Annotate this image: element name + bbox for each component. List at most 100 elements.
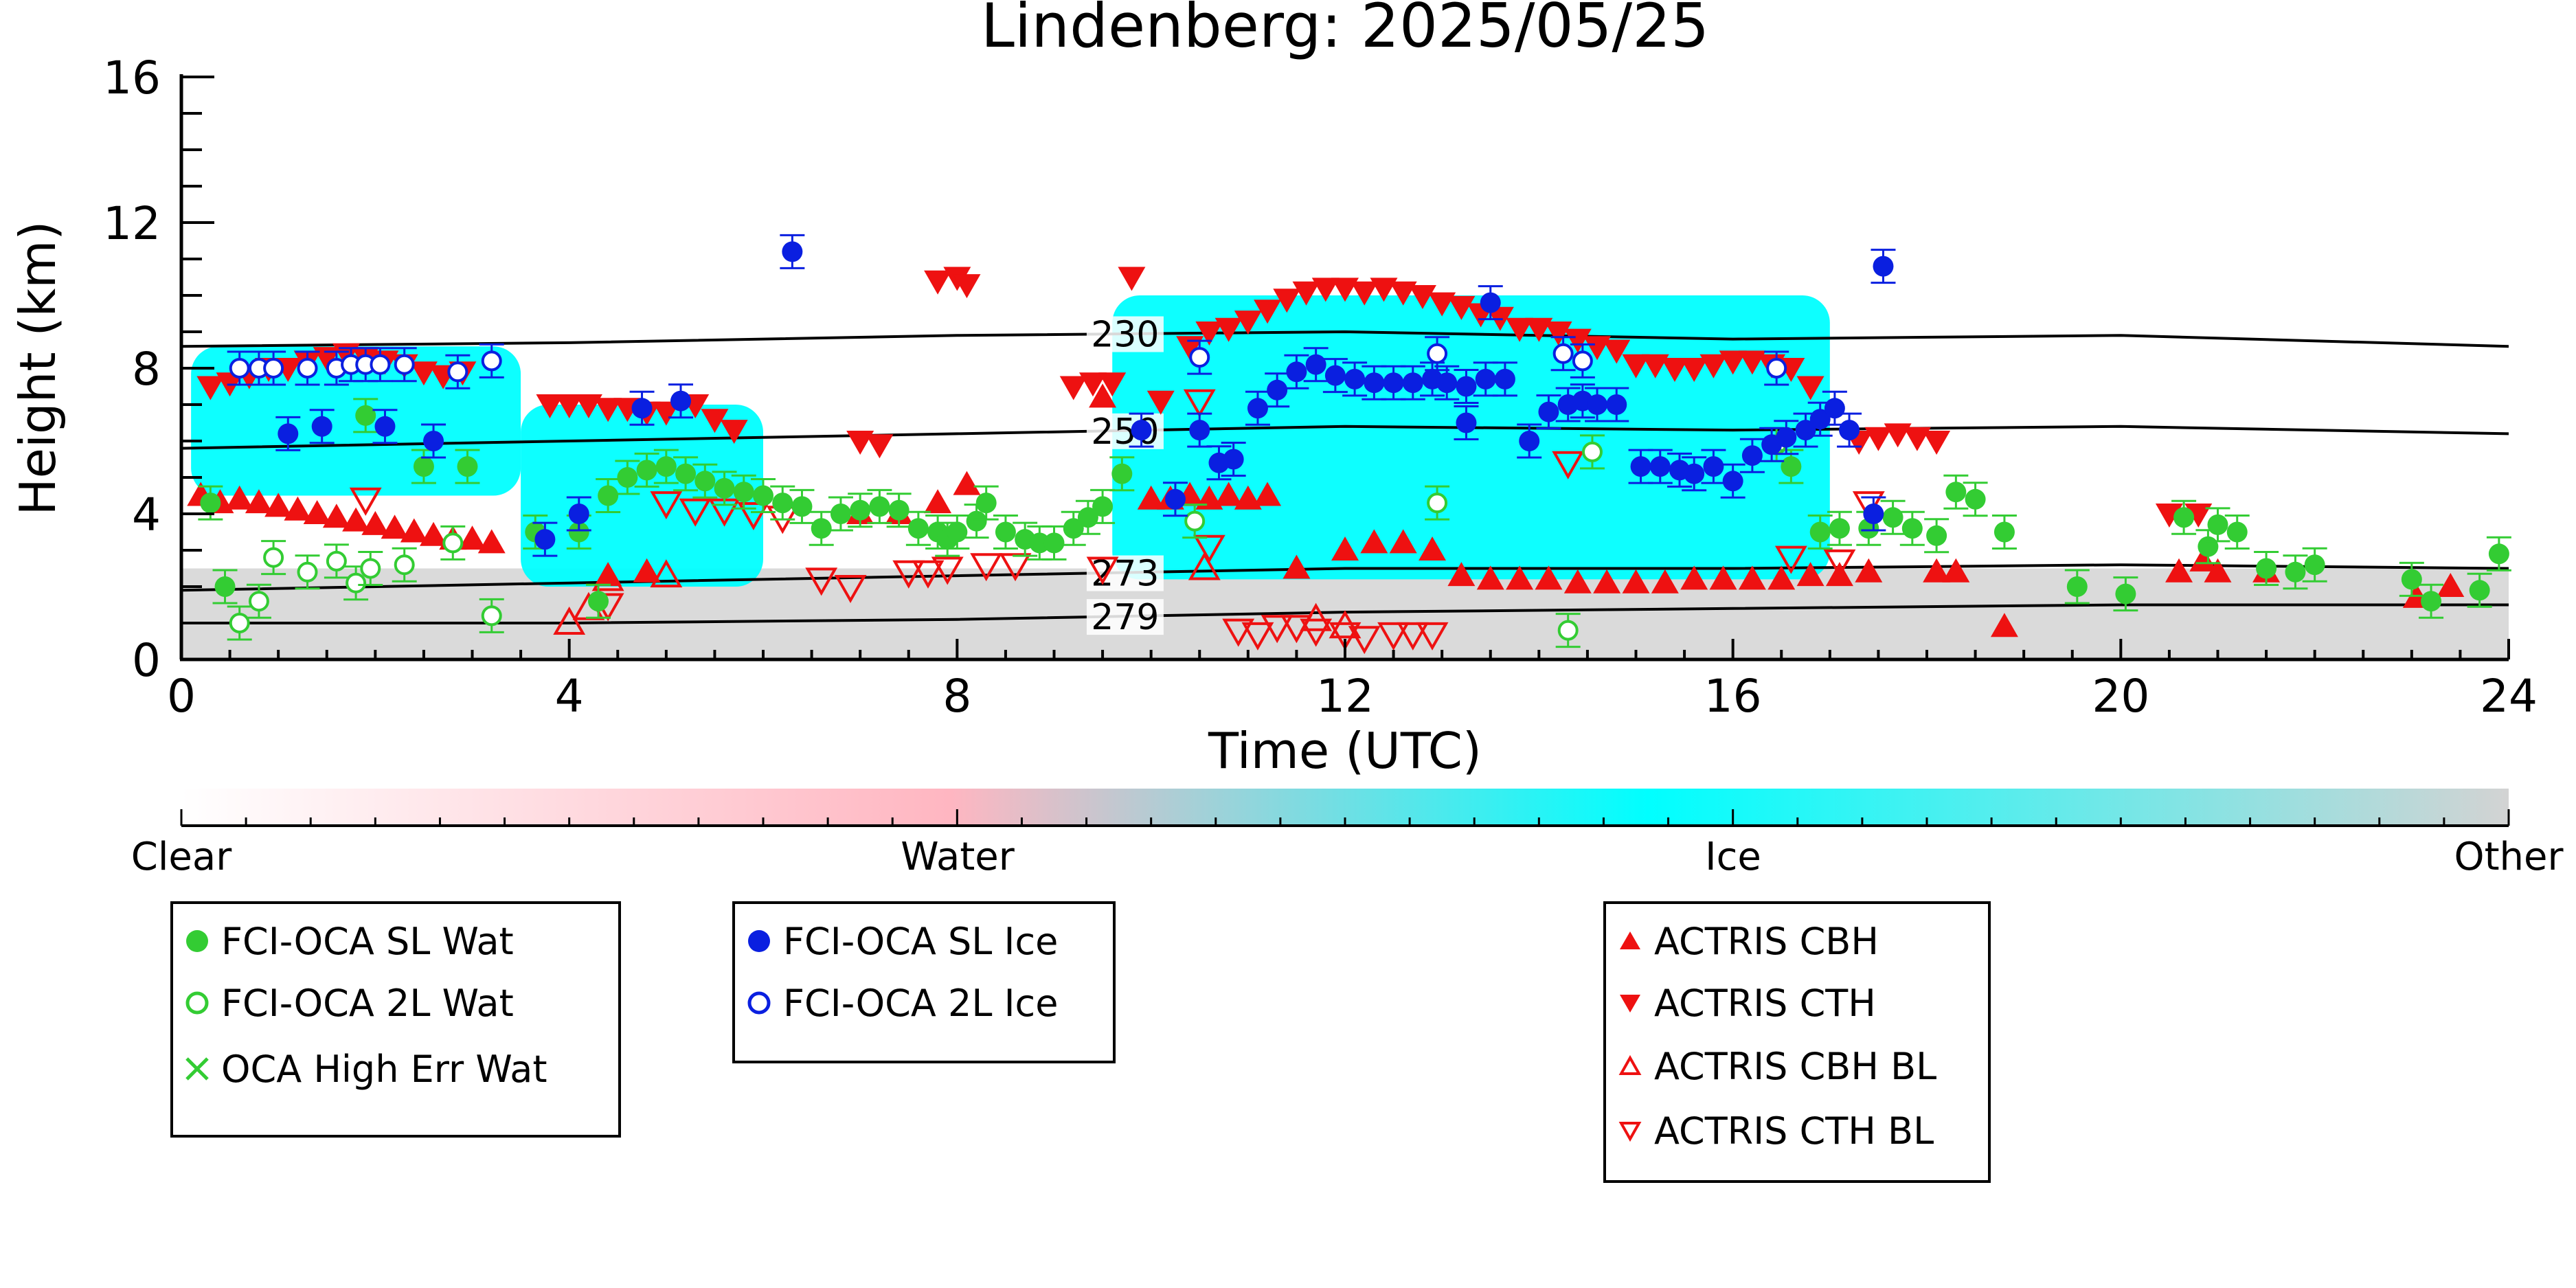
- legend-item: OCA High Err Wat: [173, 1048, 547, 1091]
- data-point: [953, 274, 981, 299]
- data-point: [574, 394, 602, 418]
- data-point: [1824, 398, 1845, 419]
- data-point: [303, 500, 331, 524]
- data-point: [1214, 317, 1243, 342]
- isotherm-line: [181, 563, 2509, 592]
- data-point: [1261, 615, 1293, 644]
- data-point: [1709, 565, 1737, 590]
- data-point: [1086, 556, 1119, 585]
- data-point: [1776, 427, 1797, 448]
- data-point: [594, 398, 622, 422]
- data-point: [1581, 441, 1603, 462]
- data-point: [1214, 482, 1243, 506]
- data-point: [1222, 618, 1255, 647]
- data-point: [1587, 394, 1608, 415]
- data-point: [1796, 376, 1824, 400]
- data-point: [772, 493, 793, 514]
- data-point: [924, 270, 952, 295]
- data-point: [2155, 504, 2183, 528]
- colorbar-ticks: [180, 809, 2510, 826]
- colorbar-label-ice: Ice: [1705, 835, 1761, 879]
- x-tick-label: 20: [2092, 670, 2149, 723]
- legend-label: ACTRIS CBH: [1654, 919, 1879, 963]
- data-point: [2285, 561, 2306, 583]
- data-point: [1348, 626, 1381, 655]
- data-point: [1428, 292, 1456, 317]
- y-tick-label: 0: [132, 634, 161, 687]
- data-point: [999, 553, 1032, 582]
- data-point: [225, 485, 253, 510]
- data-point: [1774, 545, 1807, 574]
- data-point: [805, 567, 838, 596]
- data-point: [1903, 427, 1931, 451]
- data-point: [1506, 565, 1534, 590]
- data-point: [1825, 562, 1853, 587]
- data-point: [553, 606, 586, 635]
- data-point: [1183, 389, 1216, 418]
- x-axis-label: Time (UTC): [1208, 722, 1482, 780]
- filled-circle-icon: [735, 920, 783, 962]
- data-point: [214, 576, 236, 597]
- data-point: [1427, 343, 1448, 364]
- data-point: [1630, 456, 1651, 477]
- data-point: [1344, 368, 1366, 389]
- data-point: [650, 559, 683, 588]
- data-point: [1839, 420, 1860, 441]
- data-point: [332, 343, 360, 368]
- data-point: [1767, 565, 1796, 590]
- data-point: [447, 361, 468, 383]
- data-point: [850, 499, 871, 521]
- data-point: [568, 521, 589, 543]
- x-mark-icon: [173, 1048, 221, 1089]
- data-point: [1722, 471, 1743, 492]
- data-point: [1184, 510, 1206, 532]
- data-point: [1098, 372, 1127, 397]
- legend-label: FCI-OCA SL Ice: [783, 919, 1059, 963]
- data-point: [1684, 463, 1705, 484]
- data-point: [834, 575, 867, 604]
- data-point: [811, 518, 832, 539]
- data-point: [2304, 554, 2325, 576]
- data-point: [1651, 569, 1679, 594]
- data-point: [1699, 354, 1728, 379]
- data-point: [1563, 569, 1592, 594]
- filled-circle-icon: [173, 920, 221, 962]
- legend-label: ACTRIS CTH: [1654, 981, 1876, 1025]
- data-point: [1606, 394, 1627, 415]
- data-point: [322, 504, 350, 528]
- x-tick-label: 16: [1704, 670, 1762, 723]
- data-point: [869, 496, 890, 517]
- data-point: [1402, 372, 1423, 394]
- data-point: [1552, 451, 1585, 479]
- data-point: [1286, 361, 1307, 383]
- data-point: [1078, 372, 1107, 397]
- data-point: [1416, 622, 1449, 651]
- data-point: [1873, 256, 1894, 277]
- data-point: [631, 398, 653, 419]
- x-tick-label: 12: [1316, 670, 1374, 723]
- data-point: [1043, 532, 1065, 554]
- data-point: [2488, 543, 2509, 565]
- legend-item: ACTRIS CTH: [1606, 981, 1876, 1025]
- data-point: [1796, 562, 1824, 587]
- data-point: [200, 493, 221, 514]
- data-point: [924, 489, 952, 514]
- data-point: [1447, 295, 1476, 320]
- data-point: [1351, 281, 1379, 306]
- data-point: [1923, 558, 1951, 583]
- data-point: [1195, 485, 1223, 510]
- data-point: [2204, 558, 2232, 583]
- data-point: [1965, 488, 1986, 510]
- data-point: [1254, 300, 1282, 324]
- data-point: [361, 510, 389, 535]
- data-point: [2469, 580, 2490, 601]
- data-point: [679, 498, 712, 527]
- data-point: [1283, 554, 1311, 579]
- data-point: [413, 456, 434, 477]
- data-point: [1680, 358, 1708, 382]
- triangle-up-icon: [1606, 920, 1654, 962]
- data-point: [278, 423, 299, 444]
- data-point: [245, 489, 273, 514]
- data-point: [1111, 463, 1133, 484]
